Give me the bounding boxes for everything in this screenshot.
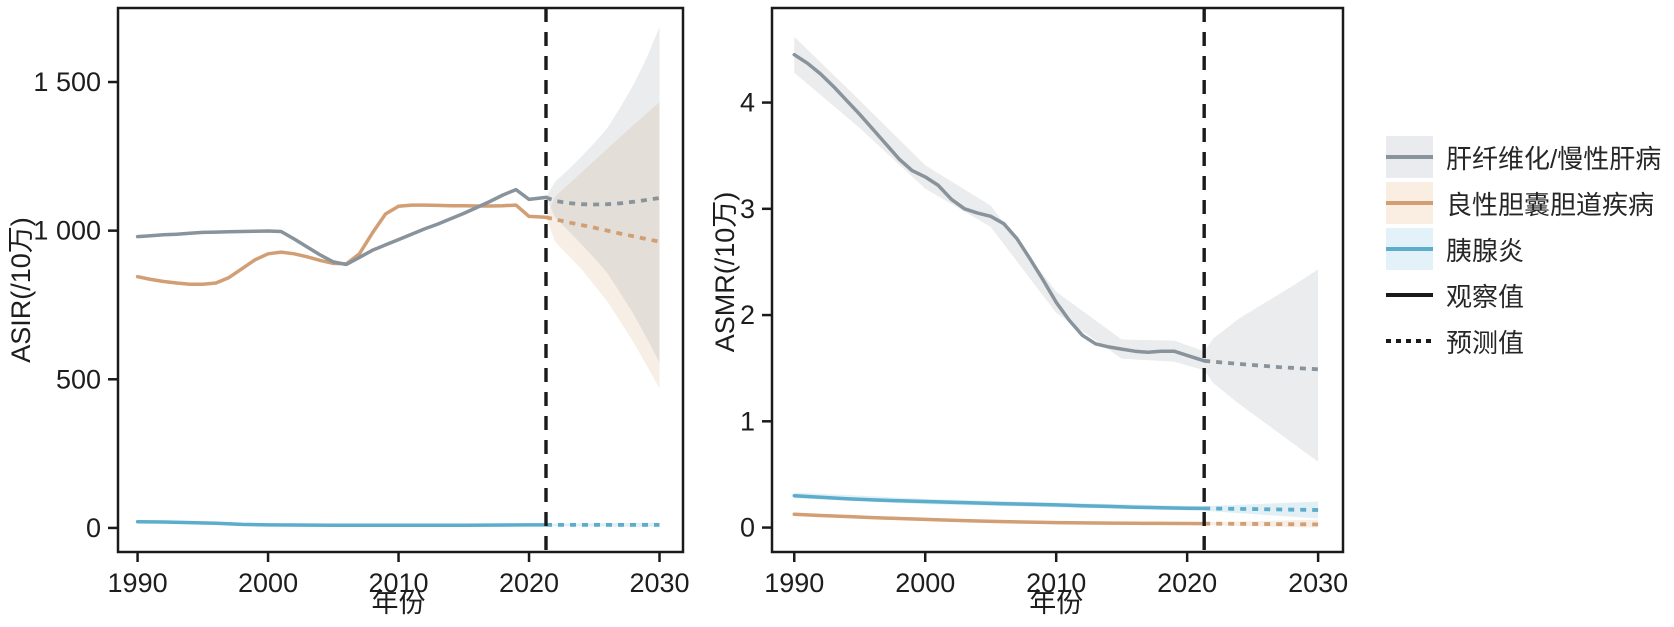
legend-line-icon — [1386, 293, 1433, 297]
asmr-x-tick-label: 1990 — [764, 568, 824, 598]
asmr-y-axis-title: ASMR(/10万) — [710, 192, 740, 353]
asir-x-tick-label: 2020 — [499, 568, 559, 598]
asir-x-axis-title: 年份 — [372, 588, 426, 618]
asir-forecast-line — [545, 215, 660, 244]
asmr-forecast-band — [1204, 501, 1319, 519]
asmr-plot-border — [770, 6, 1345, 554]
asmr-y-tick-label: 2 — [740, 300, 755, 330]
asmr-x-tick-label: 2010 — [1026, 568, 1086, 598]
asir-forecast-band — [546, 102, 660, 389]
asir-x-tick-label: 1990 — [108, 568, 168, 598]
legend-label: 观察值 — [1446, 281, 1525, 312]
asmr-x-tick-label: 2000 — [895, 568, 955, 598]
asmr-panel: 1990 2000 2010 2020 2030 0 1 2 3 4 年份 ASMR(/10万) — [710, 6, 1348, 618]
asmr-observed-line — [792, 52, 1206, 363]
asir-forecast-line — [545, 195, 660, 207]
legend-line-icon — [1386, 247, 1433, 251]
asir-y-tick-label: 1 000 — [33, 216, 101, 246]
asmr-x-tick-label: 2030 — [1288, 568, 1348, 598]
asir-plot-border — [116, 6, 685, 554]
asmr-y-tick-label: 4 — [740, 88, 755, 118]
legend-line-icon — [1386, 339, 1433, 343]
legend-label: 良性胆囊胆道疾病 — [1446, 189, 1655, 220]
legend-item: 良性胆囊胆道疾病 — [1386, 180, 1661, 226]
asir-y-tick-label: 500 — [56, 364, 101, 394]
legend-item: 肝纤维化/慢性肝病 — [1386, 134, 1661, 180]
legend-label: 胰腺炎 — [1446, 235, 1525, 266]
asmr-observed-line — [792, 512, 1206, 526]
asmr-forecast-line — [1204, 358, 1319, 372]
asir-observed-line — [135, 203, 548, 286]
asmr-observed-band — [794, 36, 1205, 371]
asir-panel: 1990 2000 2010 2020 2030 0 500 1 000 1 500 年份 ASIR… — [6, 6, 690, 618]
legend-label: 预测值 — [1446, 327, 1525, 358]
asmr-x-axis-title: 年份 — [1029, 588, 1083, 618]
legend-item: 预测值 — [1386, 318, 1661, 364]
asir-y-axis-title: ASIR(/10万) — [6, 217, 36, 363]
asmr-x-tick-label: 2020 — [1157, 568, 1217, 598]
legend-solid-line-icon — [1386, 274, 1433, 316]
asir-x-tick-label: 2030 — [629, 568, 689, 598]
asir-x-tick-label: 2000 — [238, 568, 298, 598]
legend-dashed-line-icon — [1386, 320, 1433, 362]
asir-observed-line — [135, 519, 548, 527]
legend-line-icon — [1386, 155, 1433, 159]
asmr-y-tick-label: 1 — [740, 406, 755, 436]
legend-line-icon — [1386, 201, 1433, 205]
legend-item: 胰腺炎 — [1386, 226, 1661, 272]
legend: 肝纤维化/慢性肝病 良性胆囊胆道疾病 胰腺炎观察值预测值 — [1386, 134, 1661, 364]
legend-band-swatch-icon — [1386, 228, 1433, 270]
legend-band-swatch-icon — [1386, 182, 1433, 224]
asir-y-tick-label: 0 — [86, 513, 101, 543]
asmr-y-tick-label: 3 — [740, 194, 755, 224]
asir-x-tick-label: 2010 — [369, 568, 429, 598]
asmr-y-tick-label: 0 — [740, 513, 755, 543]
legend-item: 观察值 — [1386, 272, 1661, 318]
asir-observed-line — [135, 187, 548, 267]
legend-label: 肝纤维化/慢性肝病 — [1446, 143, 1662, 174]
asir-y-tick-label: 1 500 — [33, 67, 101, 97]
asmr-forecast-band — [1204, 269, 1319, 462]
legend-band-swatch-icon — [1386, 136, 1433, 178]
asir-forecast-band — [546, 27, 660, 363]
asmr-observed-line — [792, 493, 1206, 511]
